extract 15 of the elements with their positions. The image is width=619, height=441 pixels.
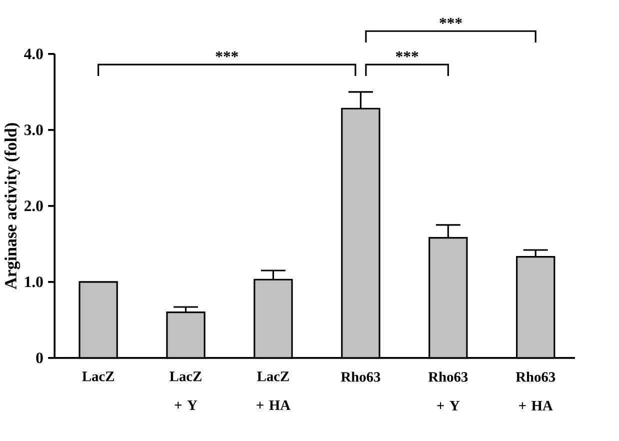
category-label: Rho63 + HA	[516, 372, 556, 410]
y-tick-label: 0	[36, 352, 43, 364]
category-label: LacZ + HA	[256, 372, 290, 410]
y-tick-label: 2.0	[24, 200, 43, 212]
x-tick-label: Rho63	[340, 372, 380, 382]
y-tick-label: 1.0	[25, 276, 43, 288]
x-tick-label: LacZ	[82, 372, 114, 382]
text: ***	[440, 18, 462, 24]
annotation: ***	[216, 51, 238, 58]
category-label: Rho63 + Y	[428, 372, 468, 410]
y-tick-label: 4.0	[24, 48, 43, 60]
y-tick-label: 3.0	[24, 124, 43, 136]
y-axis-title: Arginase activity (fold)	[4, 122, 20, 290]
category-label: LacZ + Y	[170, 372, 202, 410]
annotation: ***	[396, 51, 418, 58]
